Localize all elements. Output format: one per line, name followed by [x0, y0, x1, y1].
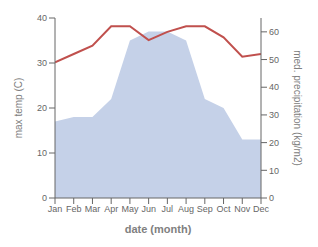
svg-text:Dec: Dec — [253, 204, 270, 214]
svg-text:50: 50 — [269, 55, 279, 65]
svg-text:40: 40 — [37, 13, 47, 23]
svg-text:Apr: Apr — [104, 204, 118, 214]
svg-text:May: May — [121, 204, 139, 214]
svg-text:Jan: Jan — [48, 204, 63, 214]
svg-text:Oct: Oct — [217, 204, 232, 214]
svg-text:30: 30 — [269, 110, 279, 120]
svg-text:0: 0 — [42, 193, 47, 203]
svg-text:date (month): date (month) — [125, 223, 192, 235]
svg-text:Feb: Feb — [66, 204, 82, 214]
svg-text:20: 20 — [269, 138, 279, 148]
svg-text:Sep: Sep — [197, 204, 213, 214]
svg-text:20: 20 — [37, 103, 47, 113]
svg-text:60: 60 — [269, 27, 279, 37]
svg-text:Mar: Mar — [85, 204, 101, 214]
svg-text:Aug: Aug — [178, 204, 194, 214]
svg-text:10: 10 — [37, 148, 47, 158]
svg-text:40: 40 — [269, 82, 279, 92]
svg-text:0: 0 — [269, 193, 274, 203]
svg-text:10: 10 — [269, 166, 279, 176]
svg-text:Nov: Nov — [234, 204, 251, 214]
svg-text:med. precipitation (kg/m2): med. precipitation (kg/m2) — [292, 50, 303, 166]
svg-text:Jul: Jul — [162, 204, 174, 214]
svg-text:30: 30 — [37, 58, 47, 68]
svg-text:max temp (C): max temp (C) — [13, 78, 24, 139]
svg-text:Jun: Jun — [141, 204, 156, 214]
